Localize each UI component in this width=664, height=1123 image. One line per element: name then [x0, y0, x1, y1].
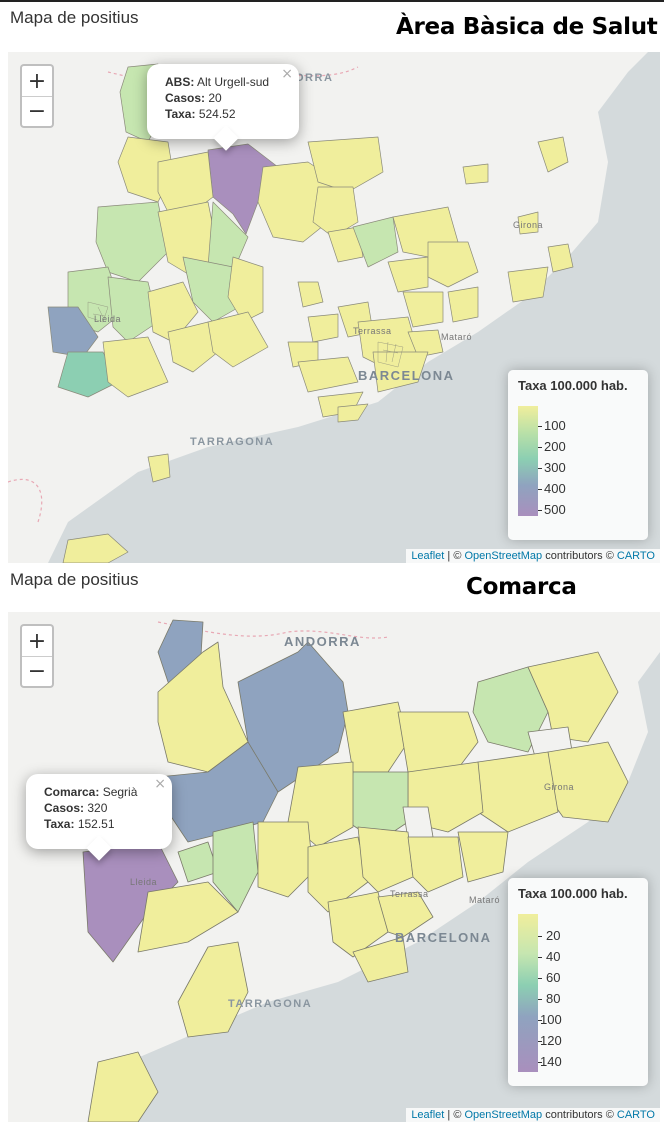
osm-link[interactable]: OpenStreetMap: [464, 550, 543, 562]
popup-close-button[interactable]: ×: [154, 776, 166, 792]
legend-tick: 300: [544, 460, 566, 475]
carto-link[interactable]: CARTO: [616, 1109, 655, 1121]
place-mataro: Mataró: [441, 332, 473, 342]
place-barcelona: BARCELONA: [395, 930, 492, 945]
legend-title: Taxa 100.000 hab.: [518, 378, 628, 393]
legend-comarca: Taxa 100.000 hab. 20 40 60 80 100 120 14…: [508, 878, 648, 1086]
section-label-abs: Mapa de positius: [10, 8, 139, 27]
popup-comarca: × Comarca: Segrià Casos: 320 Taxa: 152.5…: [26, 774, 172, 861]
title-comarca: Comarca: [466, 574, 577, 600]
popup-key-abs: ABS:: [165, 75, 195, 89]
map-abs-base: [8, 52, 660, 563]
zoom-out-button[interactable]: −: [22, 656, 52, 686]
zoom-out-button[interactable]: −: [22, 96, 52, 126]
attribution: Leaflet | © OpenStreetMap contributors ©…: [406, 549, 660, 563]
legend-tick: 60: [546, 970, 561, 985]
popup-value-taxa: 152.51: [77, 817, 115, 831]
carto-link[interactable]: CARTO: [616, 550, 655, 562]
map-abs[interactable]: ORRA Girona Lleida Terrassa Mataró BARCE…: [8, 52, 660, 563]
legend-abs: Taxa 100.000 hab. 100 200 300 400 500: [508, 370, 648, 540]
city-grid: [87, 301, 404, 368]
place-andorra: ORRA: [295, 72, 334, 84]
legend-tick: 40: [546, 949, 561, 964]
attrib-sep: | ©: [444, 550, 465, 562]
legend-tick: 120: [540, 1033, 562, 1048]
popup-key-taxa: Taxa:: [165, 107, 196, 121]
sea-area: [48, 52, 660, 563]
attrib-contrib: contributors ©: [542, 1109, 617, 1121]
popup-key-casos: Casos:: [165, 91, 206, 105]
osm-link[interactable]: OpenStreetMap: [464, 1109, 543, 1121]
leaflet-link[interactable]: Leaflet: [411, 550, 445, 562]
place-girona: Girona: [513, 220, 544, 230]
popup-close-button[interactable]: ×: [281, 66, 293, 82]
zoom-in-button[interactable]: +: [27, 68, 47, 94]
legend-tick: 200: [544, 439, 566, 454]
popup-value-taxa: 524.52: [198, 107, 236, 121]
border-line: [8, 478, 43, 523]
popup-key-comarca: Comarca:: [44, 785, 100, 799]
attrib-contrib: contributors ©: [542, 550, 617, 562]
popup-abs: × ABS: Alt Urgell-sud Casos: 20 Taxa: 52…: [147, 64, 299, 151]
popup-key-casos: Casos:: [44, 801, 85, 815]
attrib-sep: | ©: [444, 1109, 465, 1121]
place-andorra: ANDORRA: [284, 634, 361, 649]
legend-tick: 80: [546, 991, 561, 1006]
legend-title: Taxa 100.000 hab.: [518, 886, 628, 901]
legend-tick: 500: [544, 502, 566, 517]
zoom-control: + −: [20, 64, 54, 128]
leaflet-link[interactable]: Leaflet: [411, 1109, 445, 1121]
map-comarca[interactable]: ANDORRA Girona Lleida Terrassa Mataró BA…: [8, 612, 660, 1122]
place-lleida: Lleida: [94, 314, 122, 324]
legend-tick: 100: [540, 1012, 562, 1027]
legend-color-ramp: [518, 914, 538, 1072]
popup-value-casos: 20: [208, 91, 222, 105]
legend-tick: 140: [540, 1054, 562, 1069]
zoom-in-button[interactable]: +: [27, 628, 47, 654]
place-mataro: Mataró: [469, 895, 501, 905]
section-label-comarca: Mapa de positius: [10, 570, 139, 589]
place-barcelona: BARCELONA: [358, 368, 455, 383]
top-border-line: [0, 0, 664, 2]
popup-value-abs: Alt Urgell-sud: [197, 75, 270, 89]
popup-value-comarca: Segrià: [102, 785, 138, 799]
place-tarragona: TARRAGONA: [228, 998, 313, 1010]
attribution: Leaflet | © OpenStreetMap contributors ©…: [406, 1108, 660, 1122]
title-abs: Àrea Bàsica de Salut: [396, 14, 658, 40]
legend-color-ramp: [518, 406, 538, 516]
place-terrassa: Terrassa: [353, 326, 392, 336]
legend-tick: 400: [544, 481, 566, 496]
place-girona: Girona: [544, 782, 575, 792]
popup-value-casos: 320: [87, 801, 108, 815]
legend-tick: 100: [544, 418, 566, 433]
place-terrassa: Terrassa: [390, 889, 429, 899]
place-lleida: Lleida: [130, 877, 158, 887]
place-tarragona: TARRAGONA: [190, 436, 275, 448]
legend-tick: 20: [546, 928, 561, 943]
zoom-control: + −: [20, 624, 54, 688]
popup-key-taxa: Taxa:: [44, 817, 75, 831]
